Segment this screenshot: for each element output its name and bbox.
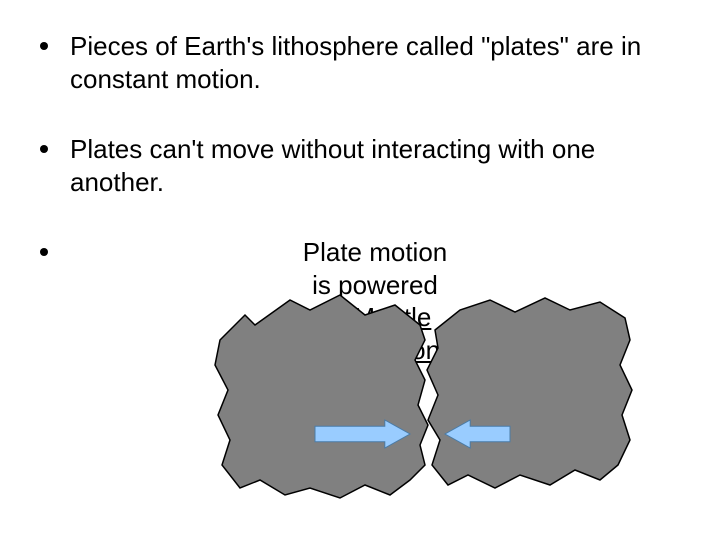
bullet-2: Plates can't move without interacting wi… bbox=[40, 133, 680, 198]
bullet-dot-icon bbox=[40, 145, 48, 153]
bullet-dot-icon bbox=[40, 248, 48, 256]
bullet-1: Pieces of Earth's lithosphere called "pl… bbox=[40, 30, 680, 95]
plates-diagram bbox=[200, 270, 650, 520]
bullet-dot-icon bbox=[40, 42, 48, 50]
bullet-3-line1: Plate motion bbox=[303, 237, 448, 267]
right-plate-shape bbox=[427, 298, 632, 488]
left-plate-shape bbox=[215, 295, 428, 498]
bullet-1-text: Pieces of Earth's lithosphere called "pl… bbox=[70, 30, 680, 95]
bullet-2-text: Plates can't move without interacting wi… bbox=[70, 133, 680, 198]
